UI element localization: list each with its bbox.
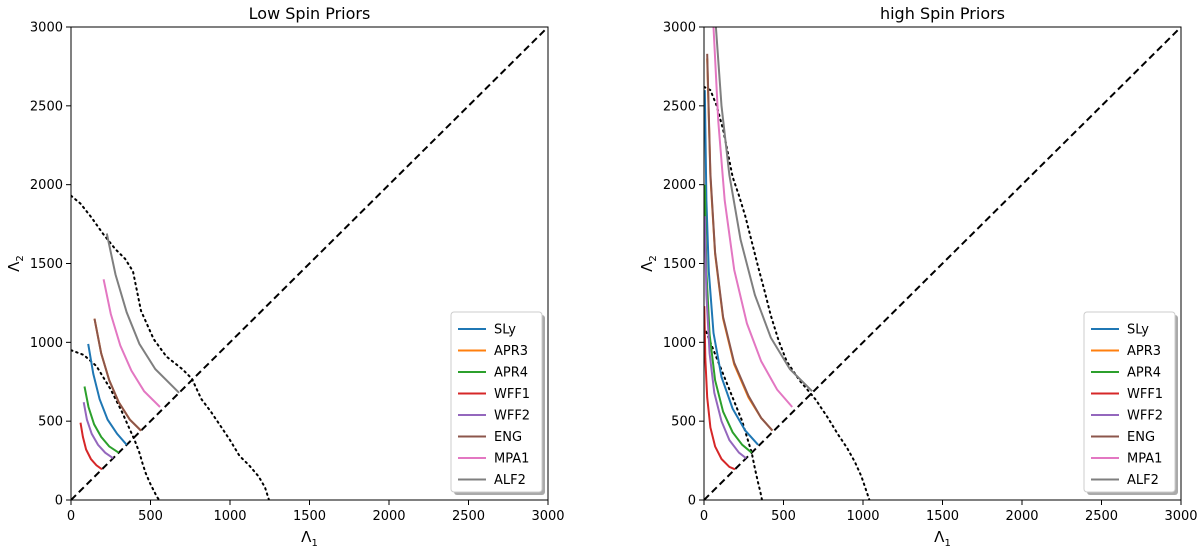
legend-label-eng: ENG (494, 430, 522, 445)
x-axis-label-main: Λ (301, 528, 312, 546)
legend-label-apr4: APR4 (494, 366, 528, 381)
series-line-eng (706, 53, 774, 432)
y-tick-label: 1500 (30, 257, 63, 272)
x-tick-label: 0 (67, 509, 75, 524)
series-line-alf2 (714, 27, 813, 392)
y-tick-label: 2500 (663, 99, 696, 114)
bound-curve-2 (704, 85, 871, 500)
series-line-alf2 (105, 233, 180, 394)
y-axis-label-main: Λ (638, 261, 656, 272)
y-axis-label-main: Λ (5, 261, 23, 272)
y-tick-label: 1000 (663, 336, 696, 351)
legend-label-sly: SLy (494, 323, 516, 338)
legend-label-alf2: ALF2 (1127, 473, 1159, 488)
y-axis-label-sub: 2 (648, 255, 659, 261)
y-tick-label: 2000 (30, 178, 63, 193)
x-tick-label: 1000 (213, 509, 246, 524)
x-axis-label: Λ1 (934, 528, 951, 549)
series-line-wff2 (704, 216, 747, 459)
chart-title: high Spin Priors (880, 4, 1005, 23)
legend-label-apr3: APR3 (1127, 344, 1161, 359)
y-tick-label: 0 (55, 494, 63, 509)
x-tick-label: 500 (138, 509, 163, 524)
x-tick-label: 1500 (293, 509, 326, 524)
legend: SLy APR3 APR4 WFF1 WFF2 ENG MPA1 ALF2 (450, 311, 545, 495)
x-tick-label: 1000 (846, 509, 879, 524)
x-tick-label: 2000 (372, 509, 405, 524)
y-tick-label: 3000 (663, 21, 696, 36)
series-line-wff2 (82, 402, 114, 460)
legend-label-wff1: WFF1 (1127, 387, 1163, 402)
y-tick-label: 2500 (30, 99, 63, 114)
x-tick-label: 500 (771, 509, 796, 524)
series-line-wff1 (79, 422, 103, 471)
y-tick-label: 500 (671, 415, 696, 430)
series-line-sly (704, 90, 759, 446)
legend-label-mpa1: MPA1 (1127, 452, 1162, 467)
x-tick-label: 3000 (1164, 509, 1197, 524)
legend-label-wff2: WFF2 (494, 409, 530, 424)
chart-title: Low Spin Priors (249, 4, 371, 23)
x-tick-label: 0 (700, 509, 708, 524)
x-tick-label: 2500 (452, 509, 485, 524)
x-tick-label: 3000 (531, 509, 564, 524)
diagonal-line (704, 27, 1181, 500)
x-axis-label-sub: 1 (944, 538, 950, 549)
legend-label-apr4: APR4 (1127, 366, 1161, 381)
x-tick-label: 1500 (926, 509, 959, 524)
x-tick-label: 2500 (1085, 509, 1118, 524)
series-line-wff1 (704, 306, 736, 471)
legend-box (450, 311, 543, 493)
x-axis-label-main: Λ (934, 528, 945, 546)
legend-label-wff2: WFF2 (1127, 409, 1163, 424)
diagonal-line (71, 27, 548, 500)
y-tick-label: 1000 (30, 336, 63, 351)
legend-label-alf2: ALF2 (494, 473, 526, 488)
legend-box (1083, 311, 1176, 493)
y-axis-label: Λ2 (5, 255, 26, 272)
series-line-mpa1 (102, 279, 161, 408)
bound-curve-1 (704, 325, 763, 500)
series-line-mpa1 (712, 27, 793, 408)
y-tick-label: 500 (38, 415, 63, 430)
x-tick-label: 2000 (1005, 509, 1038, 524)
y-tick-label: 1500 (663, 257, 696, 272)
y-axis-label-sub: 2 (15, 255, 26, 261)
y-tick-label: 3000 (30, 21, 63, 36)
x-axis-label-sub: 1 (311, 538, 317, 549)
legend-label-mpa1: MPA1 (494, 452, 529, 467)
series-line-sly (87, 343, 128, 446)
series-line-apr4 (83, 386, 120, 454)
legend-label-sly: SLy (1127, 323, 1149, 338)
y-tick-label: 0 (688, 494, 696, 509)
legend-label-wff1: WFF1 (494, 387, 530, 402)
legend-label-eng: ENG (1127, 430, 1155, 445)
legend: SLy APR3 APR4 WFF1 WFF2 ENG MPA1 ALF2 (1083, 311, 1178, 495)
y-axis-label: Λ2 (638, 255, 659, 272)
bound-curve-1 (71, 349, 161, 500)
legend-label-apr3: APR3 (494, 344, 528, 359)
x-axis-label: Λ1 (301, 528, 318, 549)
series-line-eng (93, 318, 142, 432)
y-tick-label: 2000 (663, 178, 696, 193)
